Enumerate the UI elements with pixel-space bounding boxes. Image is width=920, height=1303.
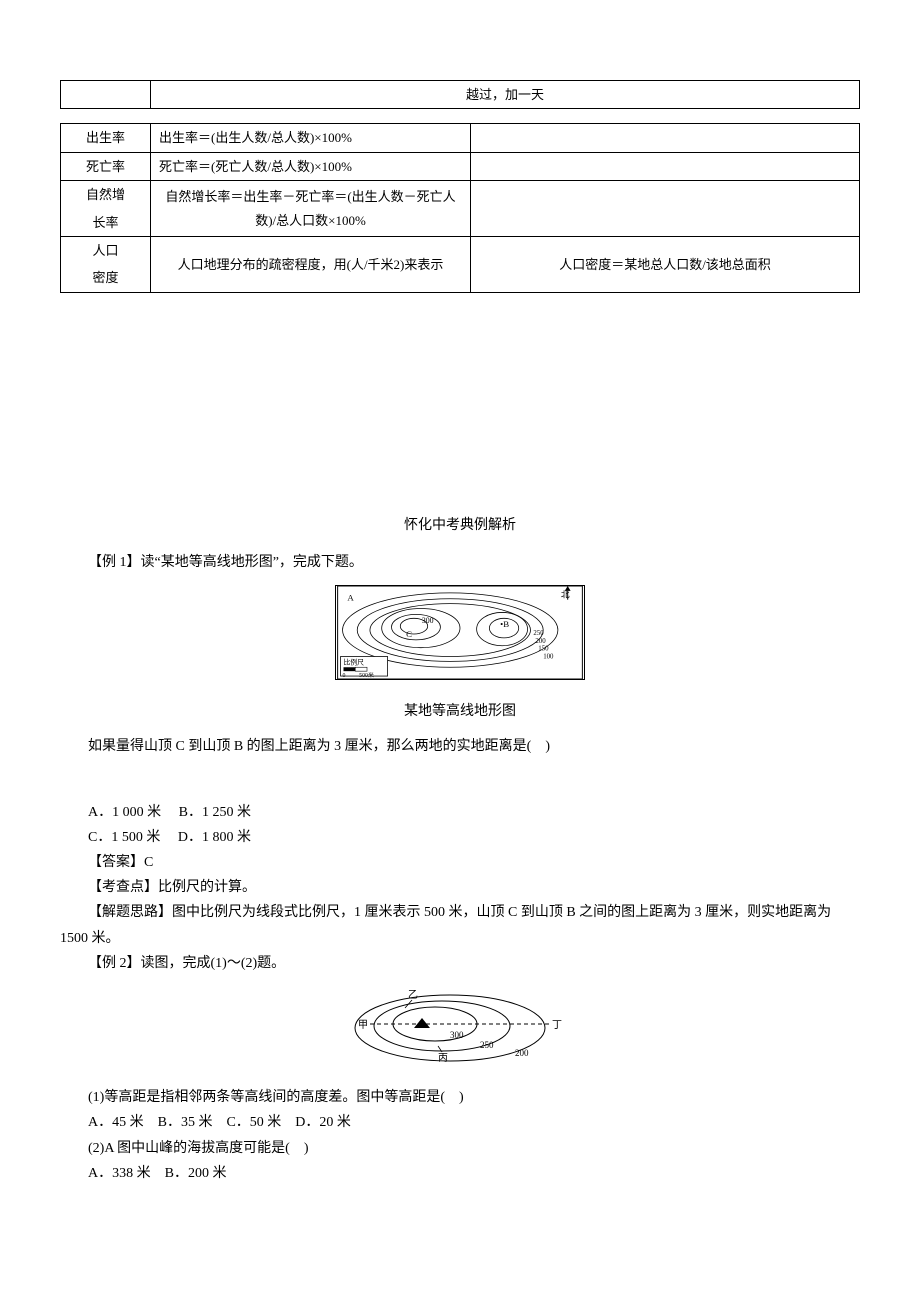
table-crossover: 越过，加一天	[60, 80, 860, 109]
ex1-solution: 【解题思路】图中比例尺为线段式比例尺，1 厘米表示 500 米，山顶 C 到山顶…	[60, 900, 860, 950]
ex1-answer: 【答案】C	[60, 850, 860, 875]
rate-name-1: 死亡率	[61, 152, 151, 180]
ex1-question: 如果量得山顶 C 到山顶 B 的图上距离为 3 厘米，那么两地的实地距离是( )	[60, 734, 860, 759]
ex2-q2: (2)A 图中山峰的海拔高度可能是( )	[60, 1136, 860, 1161]
rate-name-0: 出生率	[61, 124, 151, 152]
ex2-q2opts: A．338 米 B．200 米	[60, 1161, 860, 1186]
ex1-optb: B．1 250 米	[179, 805, 251, 820]
ex1-figure: A 北 C 300 •B 250 200 150 100 比例尺 0 500米	[60, 585, 860, 689]
rate-formula-2: 自然增长率＝出生率－死亡率＝(出生人数－死亡人数)/总人口数×100%	[151, 181, 471, 237]
rate-name-2a: 自然增	[61, 181, 151, 209]
label-0: 0	[343, 673, 346, 679]
ex1-opta: A．1 000 米	[88, 805, 161, 820]
rate-formula-0: 出生率＝(出生人数/总人数)×100%	[151, 124, 471, 152]
ex1-optc: C．1 500 米	[88, 830, 160, 845]
label-100: 100	[543, 654, 554, 661]
label2-200: 200	[515, 1048, 529, 1058]
contour-map-2: 乙 甲 丁 丙 300 250 200	[350, 986, 570, 1066]
label-500: 500米	[359, 671, 374, 679]
label-c: C	[406, 629, 412, 639]
contour-map-1: A 北 C 300 •B 250 200 150 100 比例尺 0 500米	[335, 585, 585, 680]
table1-cell: 越过，加一天	[151, 81, 860, 109]
label-b: •B	[500, 619, 509, 629]
label-scale: 比例尺	[344, 657, 365, 666]
label2-250: 250	[480, 1040, 494, 1050]
rate-name-3a: 人口	[61, 236, 151, 264]
ex1-caption: 某地等高线地形图	[60, 699, 860, 724]
label-ding: 丁	[552, 1020, 562, 1031]
ex1-optd: D．1 800 米	[178, 830, 251, 845]
table1-col1	[61, 81, 151, 109]
label-bing: 丙	[438, 1053, 448, 1064]
ex2-lead: 【例 2】读图，完成(1)～(2)题。	[60, 951, 860, 976]
label-250: 250	[533, 630, 544, 637]
rate-extra-2	[471, 181, 860, 237]
label-150: 150	[538, 646, 549, 653]
label-north: 北	[561, 590, 570, 600]
label-yi: 乙	[408, 989, 418, 1001]
table-rates: 出生率 出生率＝(出生人数/总人数)×100% 死亡率 死亡率＝(死亡人数/总人…	[60, 123, 860, 292]
ex1-opts-cd: C．1 500 米 D．1 800 米	[60, 825, 860, 850]
ex2-q1opts: A．45 米 B．35 米 C．50 米 D．20 米	[60, 1110, 860, 1135]
rate-extra-1	[471, 152, 860, 180]
rate-name-3b: 密度	[61, 264, 151, 292]
rate-name-2b: 长率	[61, 209, 151, 237]
rate-formula-3: 人口地理分布的疏密程度，用(人/千米2)来表示	[151, 236, 471, 292]
label2-300: 300	[450, 1030, 464, 1040]
ex1-lead: 【例 1】读“某地等高线地形图”，完成下题。	[60, 550, 860, 575]
section-title: 怀化中考典例解析	[60, 513, 860, 538]
ex1-point: 【考查点】比例尺的计算。	[60, 875, 860, 900]
label-jia: 甲	[358, 1020, 368, 1031]
rate-formula-1: 死亡率＝(死亡人数/总人数)×100%	[151, 152, 471, 180]
rate-extra-3: 人口密度＝某地总人口数/该地总面积	[471, 236, 860, 292]
label-300: 300	[422, 616, 434, 625]
ex2-q1: (1)等高距是指相邻两条等高线间的高度差。图中等高距是( )	[60, 1085, 860, 1110]
rate-extra-0	[471, 124, 860, 152]
ex1-opts-ab: A．1 000 米 B．1 250 米	[60, 800, 860, 825]
label-200: 200	[535, 638, 546, 645]
label-a: A	[347, 593, 354, 603]
ex2-figure: 乙 甲 丁 丙 300 250 200	[60, 986, 860, 1075]
